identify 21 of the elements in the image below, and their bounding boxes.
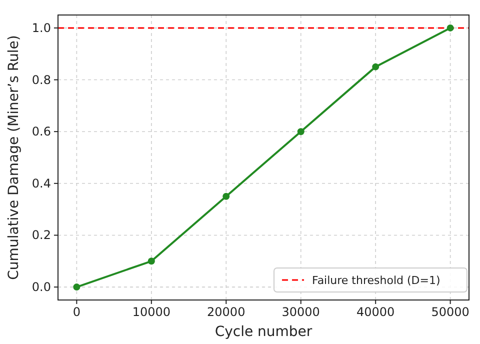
x-tick-label: 30000 (282, 305, 320, 319)
legend-label: Failure threshold (D=1) (312, 274, 440, 287)
x-tick-label: 20000 (207, 305, 246, 319)
x-axis-title: Cycle number (214, 324, 312, 340)
y-tick-label: 0.2 (32, 228, 51, 242)
point (297, 128, 304, 136)
point (372, 63, 380, 70)
x-tick-label: 40000 (356, 305, 395, 319)
x-tick-label: 0 (72, 305, 80, 319)
y-axis-title: Cumulative Damage (Miner’s Rule) (6, 35, 22, 280)
y-tick-label: 0.0 (32, 280, 51, 294)
point (222, 192, 230, 200)
y-tick-label: 0.4 (32, 176, 51, 190)
x-tick-label: 10000 (132, 305, 171, 319)
y-tick-label: 1.0 (32, 20, 51, 35)
point (148, 258, 155, 265)
y-tick-label: 0.8 (32, 72, 51, 87)
x-tick-label: 50000 (431, 305, 470, 319)
y-tick-label: 0.6 (32, 124, 51, 139)
point (73, 284, 80, 291)
point (446, 24, 454, 32)
